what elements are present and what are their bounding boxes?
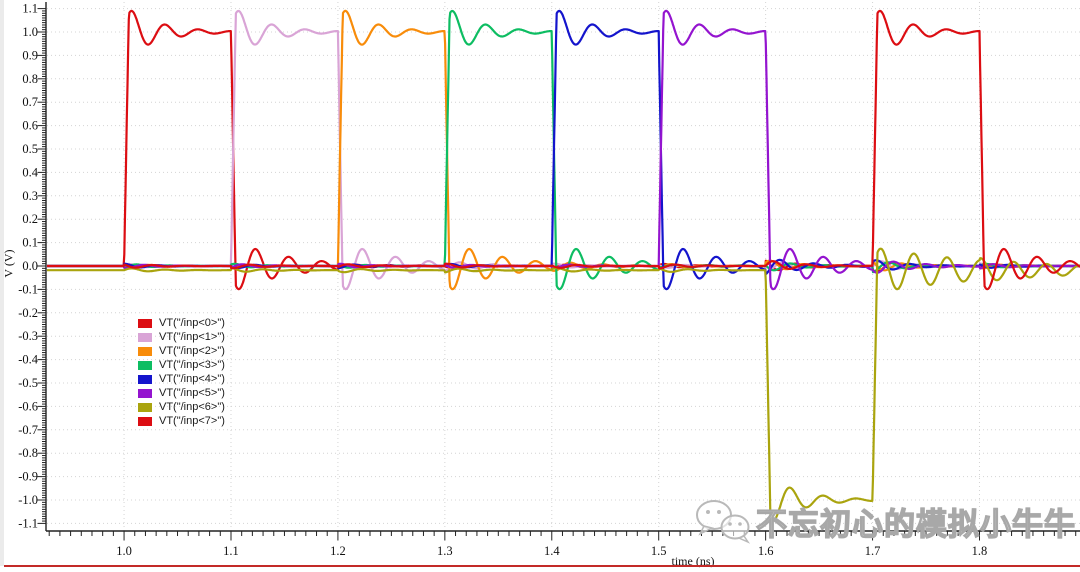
y-tick-label: -1.1 (18, 516, 38, 530)
y-tick-label: -0.6 (18, 399, 38, 413)
y-tick-label: 0.2 (22, 212, 38, 226)
legend-item-inp3[interactable]: VT("/inp<3>") (138, 359, 225, 371)
legend-label: VT("/inp<6>") (159, 401, 225, 413)
x-tick-label: 1.3 (437, 544, 453, 558)
trace-inp2[interactable] (46, 9, 1080, 291)
trace-inp4[interactable] (46, 9, 1080, 291)
left-margin (0, 0, 4, 566)
traces[interactable] (46, 9, 1080, 522)
x-tick-label: 1.0 (116, 544, 132, 558)
legend-color-swatch (138, 346, 152, 356)
x-tick-label: 1.2 (330, 544, 346, 558)
y-tick-label: -0.9 (18, 470, 38, 484)
y-axis-title: V (V) (1, 249, 16, 278)
legend-label: VT("/inp<2>") (159, 345, 225, 357)
x-tick-label: 1.7 (865, 544, 881, 558)
legend-item-inp0[interactable]: VT("/inp<0>") (138, 317, 225, 329)
y-tick-label: 1.1 (22, 2, 38, 16)
legend-color-swatch (138, 402, 152, 412)
legend-color-swatch (138, 332, 152, 342)
grid-lines (47, 2, 1080, 531)
x-tick-label: 1.5 (651, 544, 667, 558)
x-tick-label: 1.6 (758, 544, 774, 558)
legend-label: VT("/inp<4>") (159, 373, 225, 385)
y-tick-label: 0.8 (22, 72, 38, 86)
y-tick-label: 0.6 (22, 119, 38, 133)
y-tick-label: 0.0 (22, 259, 38, 273)
y-tick-label: -1.0 (18, 493, 38, 507)
y-tick-label: 0.7 (22, 95, 38, 109)
trace-inp3[interactable] (46, 9, 1080, 291)
y-tick-label: -0.8 (18, 446, 38, 460)
window-border-line (4, 565, 1080, 567)
legend-label: VT("/inp<3>") (159, 359, 225, 371)
y-tick-label: 0.3 (22, 189, 38, 203)
legend-item-inp6[interactable]: VT("/inp<6>") (138, 401, 225, 413)
legend: VT("/inp<0>") VT("/inp<1>") VT("/inp<2>") V… (138, 317, 225, 427)
legend-item-inp4[interactable]: VT("/inp<4>") (138, 373, 225, 385)
y-tick-label: -0.4 (18, 353, 39, 367)
y-tick-label: -0.5 (18, 376, 38, 390)
legend-color-swatch (138, 388, 152, 398)
y-tick-label: 1.0 (22, 25, 38, 39)
y-tick-label: 0.9 (22, 48, 38, 62)
y-tick-label: 0.4 (22, 165, 38, 179)
y-tick-label: 0.1 (22, 236, 38, 250)
legend-item-inp2[interactable]: VT("/inp<2>") (138, 345, 225, 357)
tick-marks (37, 8, 1077, 541)
tick-labels: 1.1 1.0 0.9 0.8 0.7 0.6 0.5 0.4 0.3 0.2 0.1 0.0 -0.1… (18, 2, 987, 558)
legend-color-swatch (138, 318, 152, 328)
y-tick-label: -0.7 (18, 423, 38, 437)
legend-item-inp1[interactable]: VT("/inp<1>") (138, 331, 225, 343)
trace-inp1[interactable] (46, 9, 1080, 291)
y-tick-label: 0.5 (22, 142, 38, 156)
y-tick-label: -0.2 (18, 306, 38, 320)
y-tick-label: -0.3 (18, 329, 38, 343)
legend-label: VT("/inp<5>") (159, 387, 225, 399)
legend-color-swatch (138, 374, 152, 384)
x-tick-label: 1.4 (544, 544, 560, 558)
trace-inp0[interactable] (46, 9, 1080, 291)
legend-item-inp7[interactable]: VT("/inp<7>") (138, 415, 225, 427)
trace-inp6[interactable] (46, 247, 1080, 522)
x-tick-label: 1.8 (972, 544, 988, 558)
y-tick-label: -0.1 (18, 282, 38, 296)
legend-label: VT("/inp<1>") (159, 331, 225, 343)
legend-label: VT("/inp<7>") (159, 415, 225, 427)
x-tick-label: 1.1 (223, 544, 239, 558)
legend-color-swatch (138, 360, 152, 370)
trace-inp5[interactable] (46, 9, 1080, 291)
x-axis-title: time (ns) (671, 554, 715, 568)
legend-color-swatch (138, 416, 152, 426)
legend-label: VT("/inp<0>") (159, 317, 225, 329)
legend-item-inp5[interactable]: VT("/inp<5>") (138, 387, 225, 399)
trace-inp7[interactable] (46, 9, 1080, 291)
